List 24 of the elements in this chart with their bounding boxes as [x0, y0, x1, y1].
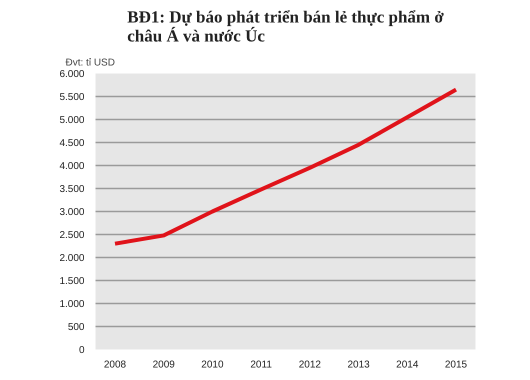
chart-title: BĐ1: Dự báo phát triển bán lẻ thực phẩm ở châu Á và nước Úc — [127, 8, 444, 46]
y-tick-label: 5.000 — [59, 115, 85, 126]
y-axis-title: Đvt: tỉ USD — [66, 58, 115, 68]
y-tick-label: 0 — [78, 345, 85, 356]
y-tick-label: 2.500 — [59, 230, 85, 241]
x-tick-label: 2009 — [152, 360, 176, 370]
x-tick-label: 2015 — [444, 360, 468, 370]
y-tick-label: 4.500 — [59, 138, 85, 149]
y-tick-label: 2.000 — [59, 253, 85, 264]
x-tick-label: 2011 — [250, 360, 272, 370]
y-tick-label: 5.500 — [59, 92, 85, 103]
x-tick-label: 2014 — [396, 360, 419, 370]
y-tick-label: 1.000 — [59, 299, 85, 310]
y-tick-label: 500 — [68, 322, 85, 333]
x-tick-label: 2013 — [347, 360, 370, 370]
y-tick-label: 4.000 — [59, 161, 85, 172]
y-tick-label: 3.000 — [59, 207, 85, 218]
y-tick-label: 1.500 — [59, 276, 85, 287]
y-tick-label: 3.500 — [59, 184, 85, 195]
y-tick-label: 6.000 — [59, 69, 85, 80]
x-tick-label: 2010 — [201, 360, 224, 370]
line-series — [112, 88, 458, 246]
x-tick-label: 2008 — [104, 360, 127, 370]
x-tick-label: 2012 — [298, 360, 322, 370]
